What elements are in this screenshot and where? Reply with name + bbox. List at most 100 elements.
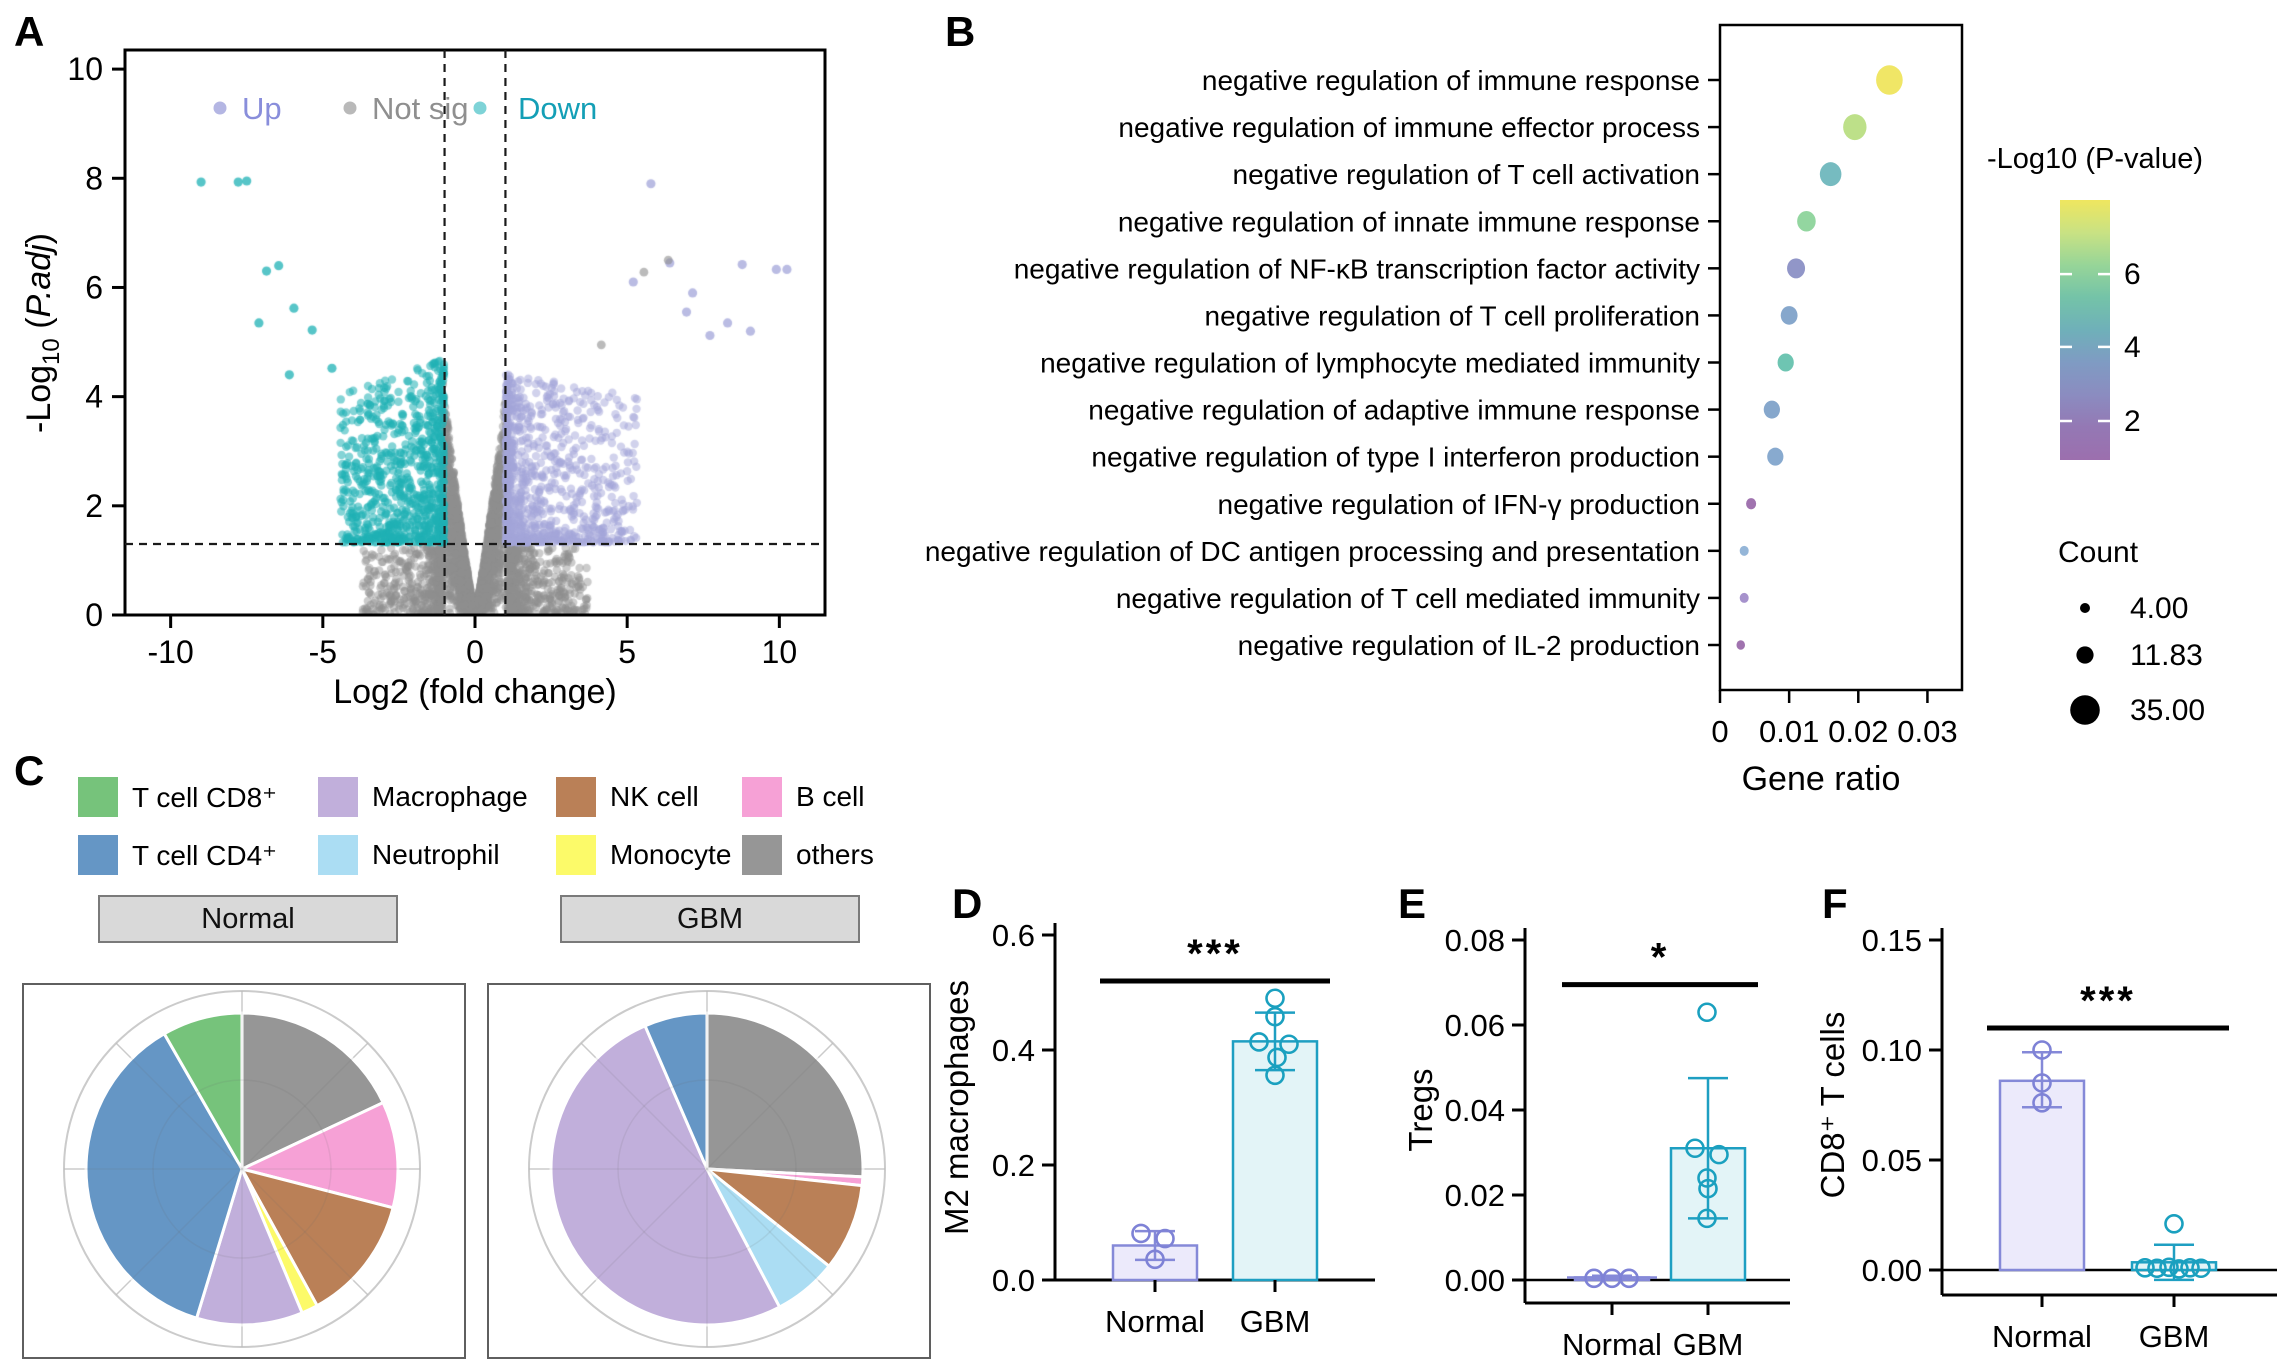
go-term-label-1: negative regulation of immune effector p…	[1118, 112, 1700, 143]
legend-swatch	[318, 835, 358, 875]
go-term-dot-10	[1739, 545, 1749, 556]
xcat-gbm: GBM	[1673, 1327, 1744, 1362]
go-term-label-11: negative regulation of T cell mediated i…	[1116, 583, 1700, 614]
sig-stars: ***	[2080, 979, 2136, 1023]
data-point	[1698, 1178, 1718, 1199]
pie-header-normal: Normal	[98, 895, 398, 943]
legend-label: B cell	[796, 781, 865, 812]
xcat-gbm: GBM	[1240, 1304, 1311, 1339]
legend-label: Monocyte	[610, 839, 732, 870]
svg-text:35.00: 35.00	[2130, 694, 2205, 727]
data-point	[2169, 1259, 2189, 1279]
data-point	[1685, 1138, 1705, 1159]
pie-slice-others	[240, 1011, 385, 1171]
data-point	[1279, 1034, 1299, 1055]
panel-b-label: B	[945, 8, 976, 55]
svg-text:0.2: 0.2	[992, 1148, 1035, 1183]
go-term-dot-7	[1763, 400, 1780, 419]
polar-grid	[528, 990, 886, 1348]
svg-text:5: 5	[618, 634, 636, 670]
volcano-legend-dot-2	[473, 101, 487, 115]
pie-panel: T cell CD8⁺ Macrophage NK cell B cell T cell…	[0, 735, 935, 1370]
svg-text:0.02: 0.02	[1828, 714, 1888, 749]
legend-swatch	[556, 777, 596, 817]
svg-text:0.01: 0.01	[1759, 714, 1819, 749]
go-term-dot-8	[1767, 447, 1784, 466]
volcano-legend-label-0: Up	[242, 91, 282, 126]
data-point	[2164, 1213, 2184, 1234]
data-point	[2032, 1040, 2052, 1060]
data-point	[1697, 1208, 1717, 1229]
svg-text:0.15: 0.15	[1862, 923, 1922, 958]
svg-text:0.10: 0.10	[1862, 1033, 1922, 1068]
legend-label: NK cell	[610, 781, 699, 812]
count-legend-dot-0	[2080, 603, 2090, 613]
data-point	[2032, 1093, 2052, 1113]
volcano-scatter-canvas	[20, 15, 880, 725]
go-term-label-7: negative regulation of adaptive immune r…	[1088, 395, 1700, 426]
go-term-label-12: negative regulation of IL-2 production	[1238, 630, 1700, 661]
panel-d-label: D	[952, 880, 983, 927]
go-term-dot-12	[1736, 640, 1746, 650]
svg-text:0.02: 0.02	[1445, 1178, 1505, 1213]
panel-e-label: E	[1398, 880, 1427, 927]
legend-swatch	[78, 777, 118, 817]
sig-stars: ***	[1187, 932, 1243, 976]
svg-text:11.83: 11.83	[2130, 639, 2203, 672]
polar-grid	[63, 990, 421, 1348]
svg-text:10: 10	[67, 51, 103, 87]
pie-slice-others	[705, 1011, 865, 1179]
go-term-dot-6	[1777, 353, 1794, 372]
go-term-label-2: negative regulation of T cell activation	[1233, 159, 1700, 190]
go-term-label-5: negative regulation of T cell proliferat…	[1205, 300, 1701, 331]
xcat-normal: Normal	[1105, 1304, 1205, 1339]
data-point	[1249, 1032, 1269, 1052]
pie-slice-t-cell-cd4-	[643, 1011, 709, 1171]
pie-slice-nk-cell	[240, 1167, 395, 1308]
bar-chart-m2-macrophages: 0.0 0.2 0.4 0.6 M2 macrophages Normal GBM ***	[938, 918, 1375, 1339]
barD-svg-ylabel: M2 macrophages	[938, 980, 975, 1235]
gene-ratio-xlabel: Gene ratio	[1742, 760, 1901, 798]
bar-chart-tregs: 0.00 0.02 0.04 0.06 0.08 Tregs Normal GBM *	[1402, 923, 1790, 1362]
go-term-dot-2	[1819, 162, 1842, 187]
legend-label: Macrophage	[372, 781, 528, 812]
volcano-legend-dot-0	[213, 101, 227, 115]
data-point	[2180, 1257, 2200, 1278]
pie-gbm	[549, 1011, 865, 1327]
go-term-label-4: negative regulation of NF-κB transcripti…	[1014, 253, 1700, 284]
data-point	[1145, 1249, 1165, 1270]
go-term-label-6: negative regulation of lymphocyte mediat…	[1040, 348, 1700, 379]
svg-text:0.06: 0.06	[1445, 1008, 1505, 1043]
svg-text:10: 10	[762, 634, 798, 670]
go-term-label-10: negative regulation of DC antigen proces…	[925, 536, 1700, 567]
volcano-plot: -10 -5 0 5 10 0 2 4 6 8 10 Up Not sig Down Log2 (fold …	[20, 48, 827, 711]
svg-text:-10: -10	[148, 634, 194, 670]
svg-text:0: 0	[85, 597, 103, 633]
legend-swatch	[742, 777, 782, 817]
volcano-legend-label-2: Down	[518, 91, 597, 126]
go-term-dot-0	[1876, 65, 1903, 95]
colorbar-title: -Log10 (P-value)	[1987, 143, 2203, 175]
go-term-dot-5	[1780, 306, 1798, 325]
go-dotplot: negative regulation of immune response ne…	[925, 23, 2205, 798]
svg-text:0.4: 0.4	[992, 1033, 1035, 1068]
svg-text:4: 4	[2124, 331, 2141, 364]
data-point	[1697, 1168, 1717, 1188]
panel-c-label: C	[14, 747, 45, 794]
data-point	[1265, 988, 1285, 1009]
bar-normal	[1998, 1079, 2086, 1272]
pie-slice-t-cell-cd4-	[84, 1032, 244, 1320]
data-point	[2191, 1258, 2211, 1279]
go-term-label-9: negative regulation of IFN-γ production	[1218, 489, 1701, 520]
go-term-dot-11	[1739, 592, 1749, 603]
go-term-dot-1	[1843, 114, 1867, 141]
pie-header-gbm: GBM	[560, 895, 860, 943]
volcano-legend-label-1: Not sig	[372, 91, 468, 126]
pie-normal	[84, 1011, 400, 1327]
data-point	[1265, 1006, 1285, 1027]
legend-label: others	[796, 839, 874, 870]
svg-text:0.03: 0.03	[1897, 714, 1957, 749]
svg-text:0: 0	[466, 634, 484, 670]
legend-label: T cell CD4⁺	[132, 839, 277, 871]
svg-text:4.00: 4.00	[2130, 592, 2188, 625]
